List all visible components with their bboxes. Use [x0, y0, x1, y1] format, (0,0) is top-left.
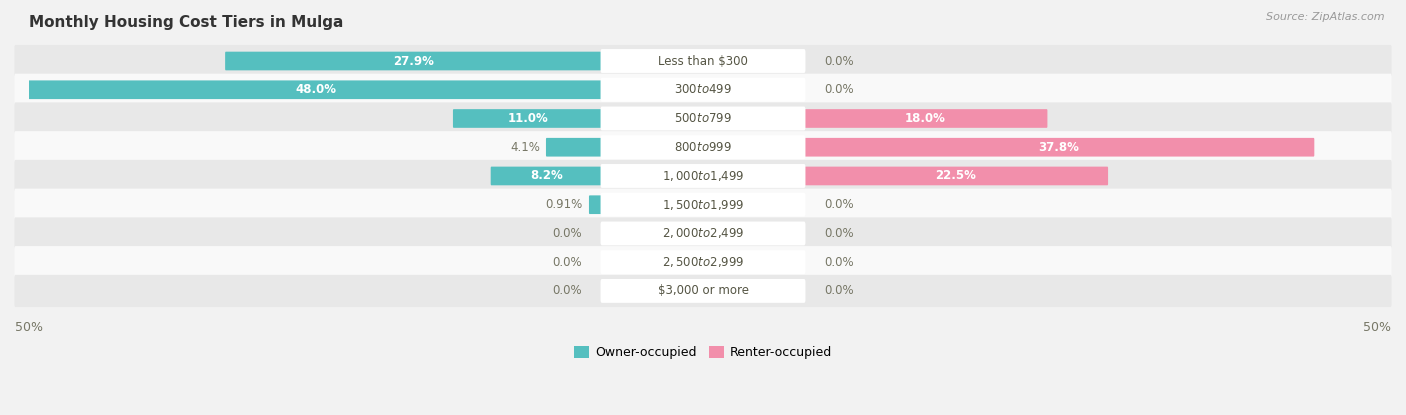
FancyBboxPatch shape: [14, 131, 1392, 164]
FancyBboxPatch shape: [14, 103, 1392, 134]
FancyBboxPatch shape: [803, 167, 1108, 186]
Text: 11.0%: 11.0%: [508, 112, 548, 125]
FancyBboxPatch shape: [225, 51, 603, 71]
Text: Source: ZipAtlas.com: Source: ZipAtlas.com: [1267, 12, 1385, 22]
FancyBboxPatch shape: [589, 195, 603, 214]
Text: 0.0%: 0.0%: [553, 227, 582, 240]
Text: $300 to $499: $300 to $499: [673, 83, 733, 96]
FancyBboxPatch shape: [600, 107, 806, 130]
FancyBboxPatch shape: [491, 167, 603, 186]
Text: $3,000 or more: $3,000 or more: [658, 284, 748, 298]
FancyBboxPatch shape: [28, 81, 603, 99]
Text: Monthly Housing Cost Tiers in Mulga: Monthly Housing Cost Tiers in Mulga: [30, 15, 343, 30]
FancyBboxPatch shape: [600, 193, 806, 217]
FancyBboxPatch shape: [14, 275, 1392, 307]
Text: 0.91%: 0.91%: [546, 198, 583, 211]
FancyBboxPatch shape: [600, 222, 806, 245]
FancyBboxPatch shape: [600, 135, 806, 159]
Text: $2,000 to $2,499: $2,000 to $2,499: [662, 227, 744, 240]
Text: 0.0%: 0.0%: [824, 83, 853, 96]
Text: 18.0%: 18.0%: [905, 112, 946, 125]
FancyBboxPatch shape: [600, 250, 806, 274]
Text: $1,000 to $1,499: $1,000 to $1,499: [662, 169, 744, 183]
Text: 4.1%: 4.1%: [510, 141, 540, 154]
Text: 0.0%: 0.0%: [824, 256, 853, 269]
FancyBboxPatch shape: [14, 246, 1392, 278]
FancyBboxPatch shape: [600, 49, 806, 73]
Text: $500 to $799: $500 to $799: [673, 112, 733, 125]
Text: 8.2%: 8.2%: [530, 169, 562, 183]
FancyBboxPatch shape: [600, 279, 806, 303]
FancyBboxPatch shape: [803, 138, 1315, 156]
FancyBboxPatch shape: [14, 188, 1392, 221]
Text: 0.0%: 0.0%: [824, 284, 853, 298]
Text: $1,500 to $1,999: $1,500 to $1,999: [662, 198, 744, 212]
FancyBboxPatch shape: [546, 138, 603, 156]
FancyBboxPatch shape: [14, 45, 1392, 77]
Text: 0.0%: 0.0%: [824, 198, 853, 211]
Text: 0.0%: 0.0%: [553, 284, 582, 298]
FancyBboxPatch shape: [14, 160, 1392, 192]
FancyBboxPatch shape: [600, 78, 806, 102]
Text: $800 to $999: $800 to $999: [673, 141, 733, 154]
FancyBboxPatch shape: [14, 73, 1392, 106]
Text: 22.5%: 22.5%: [935, 169, 976, 183]
FancyBboxPatch shape: [14, 217, 1392, 249]
FancyBboxPatch shape: [600, 164, 806, 188]
Text: Less than $300: Less than $300: [658, 54, 748, 68]
Text: 48.0%: 48.0%: [295, 83, 336, 96]
FancyBboxPatch shape: [453, 109, 603, 128]
Legend: Owner-occupied, Renter-occupied: Owner-occupied, Renter-occupied: [568, 341, 838, 364]
Text: 27.9%: 27.9%: [394, 54, 434, 68]
Text: 37.8%: 37.8%: [1039, 141, 1080, 154]
FancyBboxPatch shape: [803, 109, 1047, 128]
Text: 0.0%: 0.0%: [824, 227, 853, 240]
Text: 0.0%: 0.0%: [553, 256, 582, 269]
Text: 0.0%: 0.0%: [824, 54, 853, 68]
Text: $2,500 to $2,999: $2,500 to $2,999: [662, 255, 744, 269]
